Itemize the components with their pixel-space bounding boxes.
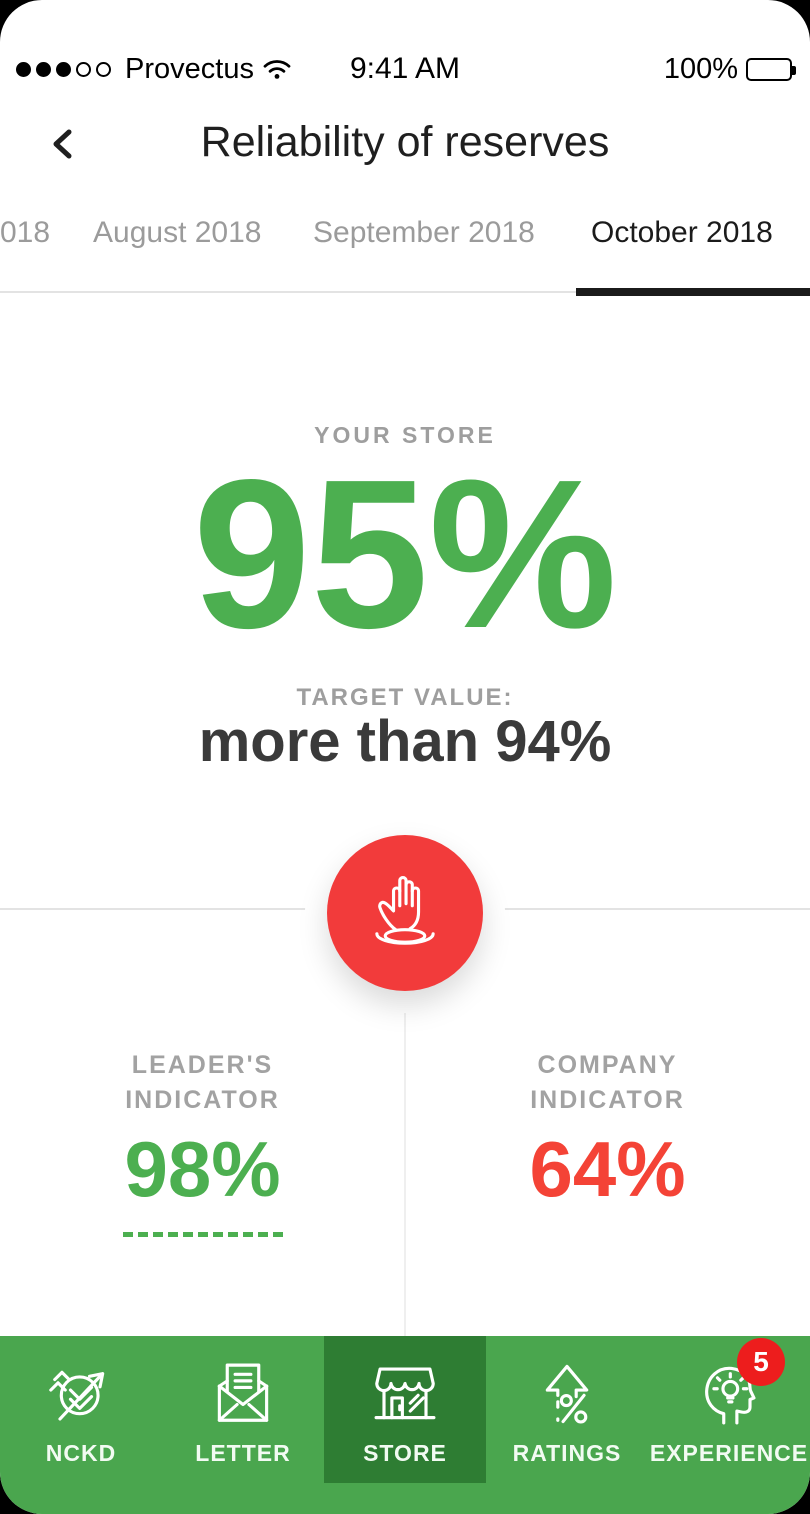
battery-tip bbox=[792, 65, 796, 75]
nav-label-nckd: NCKD bbox=[45, 1440, 117, 1466]
drowning-hand-icon bbox=[355, 863, 455, 963]
target-value-label: TARGET VALUE: bbox=[296, 684, 514, 711]
company-indicator-label: COMPANY INDICATOR bbox=[405, 1048, 810, 1118]
notification-badge: 5 bbox=[737, 1338, 785, 1386]
your-store-label: YOUR STORE bbox=[314, 422, 496, 448]
arrow-percent-icon bbox=[525, 1352, 609, 1436]
signal-dot bbox=[76, 61, 91, 77]
nav-item-ratings[interactable]: RATINGS bbox=[486, 1336, 648, 1483]
leader-label-line1: LEADER'S bbox=[131, 1051, 274, 1079]
month-tabs: 018 August 2018 September 2018 October 2… bbox=[0, 212, 810, 296]
target-value-text: more than 94% bbox=[198, 709, 612, 774]
leader-indicator-label: LEADER'S INDICATOR bbox=[0, 1048, 405, 1118]
battery-icon bbox=[746, 57, 796, 81]
vertical-divider bbox=[404, 1000, 406, 1336]
nav-item-experience[interactable]: EXPERIENCE 5 bbox=[648, 1336, 810, 1483]
status-bar: Provectus 9:41 AM 100% bbox=[0, 44, 810, 94]
signal-dot bbox=[36, 61, 51, 77]
nav-label-store: STORE bbox=[363, 1440, 447, 1466]
tab-october-2018[interactable]: October 2018 bbox=[591, 216, 773, 249]
leader-label-line2: INDICATOR bbox=[125, 1086, 280, 1114]
status-left: Provectus bbox=[16, 44, 292, 94]
tab-august-2018[interactable]: August 2018 bbox=[93, 216, 262, 249]
nav-label-letter: LETTER bbox=[195, 1440, 291, 1466]
company-indicator-value: 64% bbox=[529, 1125, 686, 1213]
carrier-label: Provectus bbox=[125, 52, 254, 85]
nav-item-letter[interactable]: LETTER bbox=[162, 1336, 324, 1483]
bottom-nav: NCKD LETTER bbox=[0, 1336, 810, 1514]
trend-check-icon bbox=[39, 1352, 123, 1436]
company-indicator-block: COMPANY INDICATOR 64% bbox=[405, 1048, 810, 1210]
your-store-value: 95% bbox=[192, 435, 618, 672]
tab-september-2018[interactable]: September 2018 bbox=[313, 216, 535, 249]
nav-item-store[interactable]: STORE bbox=[324, 1336, 486, 1483]
status-right: 100% bbox=[663, 44, 796, 94]
chevron-left-icon bbox=[49, 127, 75, 161]
back-button[interactable] bbox=[38, 120, 86, 168]
alert-hand-button[interactable] bbox=[327, 835, 483, 991]
wifi-icon bbox=[262, 57, 292, 81]
tab-july-2018[interactable]: 018 bbox=[0, 216, 51, 249]
clock-label: 9:41 AM bbox=[349, 52, 461, 85]
signal-dot bbox=[16, 61, 31, 77]
nav-item-nckd[interactable]: NCKD bbox=[0, 1336, 162, 1483]
signal-dots-icon bbox=[16, 61, 111, 77]
page-title: Reliability of reserves bbox=[200, 118, 610, 166]
envelope-icon bbox=[201, 1352, 285, 1436]
signal-dot bbox=[96, 61, 111, 77]
leader-indicator-block: LEADER'S INDICATOR 98% bbox=[0, 1048, 405, 1237]
leader-indicator-value: 98% bbox=[124, 1125, 281, 1213]
tabs-baseline bbox=[0, 291, 810, 293]
signal-dot bbox=[56, 61, 71, 77]
nav-label-experience: EXPERIENCE bbox=[649, 1440, 809, 1466]
leader-dashed-underline bbox=[122, 1232, 283, 1237]
nav-label-ratings: RATINGS bbox=[512, 1440, 622, 1466]
company-label-line2: INDICATOR bbox=[530, 1086, 685, 1114]
battery-percent-label: 100% bbox=[663, 52, 738, 85]
storefront-icon bbox=[363, 1352, 447, 1436]
active-tab-underline bbox=[576, 288, 810, 296]
company-label-line1: COMPANY bbox=[537, 1051, 678, 1079]
